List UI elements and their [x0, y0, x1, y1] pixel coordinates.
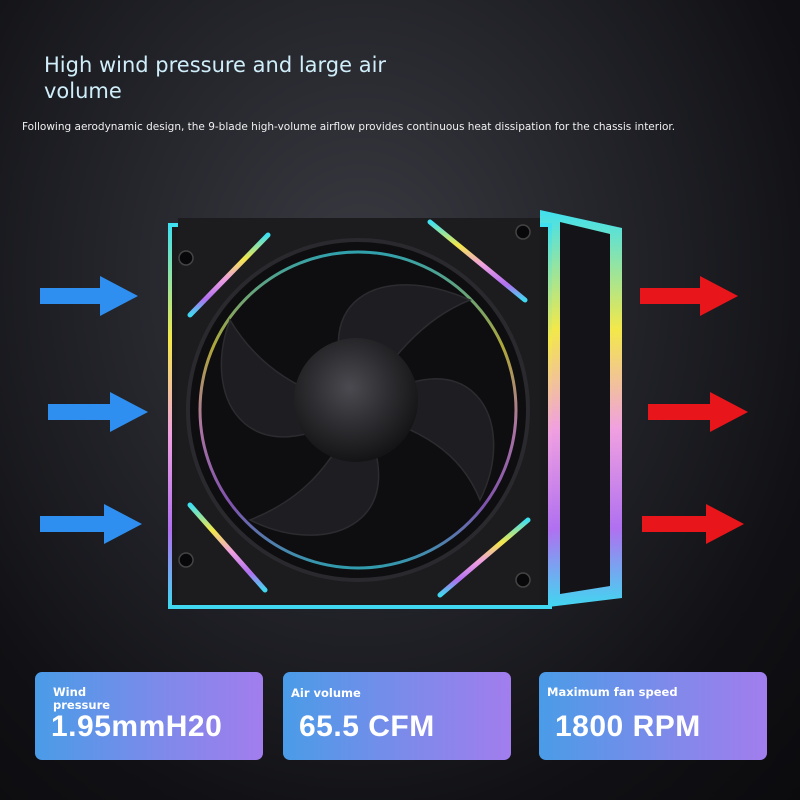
spec-label: Air volume [291, 686, 361, 700]
fan [168, 210, 622, 609]
spec-label: Maximum fan speed [547, 685, 678, 699]
spec-card-wind-pressure: Wind pressure 1.95mmH20 [35, 672, 263, 760]
spec-card-air-volume: Air volume 65.5 CFM [283, 672, 511, 760]
page-title: High wind pressure and large air volume [44, 53, 387, 103]
arrow-right-icon [48, 392, 148, 432]
arrow-right-icon [40, 504, 142, 544]
intake-arrows [40, 276, 148, 544]
arrow-right-icon [648, 392, 748, 432]
spec-value: 65.5 CFM [299, 710, 435, 743]
arrow-right-icon [642, 504, 744, 544]
spec-value: 1800 RPM [555, 710, 701, 743]
description: Following aerodynamic design, the 9-blad… [22, 121, 676, 133]
arrow-right-icon [640, 276, 738, 316]
arrow-right-icon [40, 276, 138, 316]
spec-value: 1.95mmH20 [51, 710, 223, 743]
spec-card-max-fan-speed: Maximum fan speed 1800 RPM [539, 672, 767, 760]
spec-label: Wind pressure [53, 685, 111, 712]
exhaust-arrows [640, 276, 748, 544]
